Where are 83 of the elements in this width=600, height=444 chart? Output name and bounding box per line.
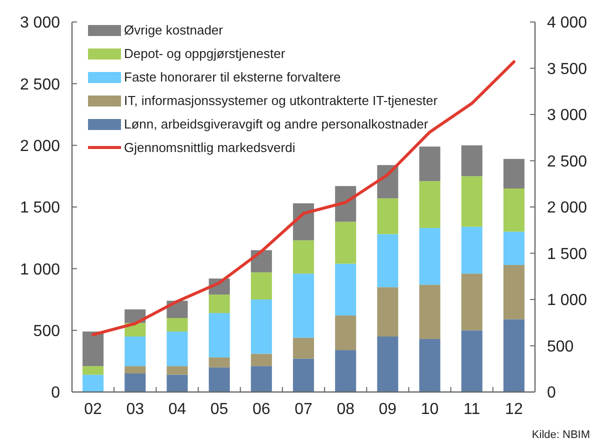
bar [82,374,104,392]
y-tick-label: 1 000 [20,261,60,278]
bar [166,318,188,332]
bar [377,287,398,336]
x-tick-label: 03 [126,401,144,418]
bar [335,350,356,392]
x-tick-label: 04 [168,401,186,418]
bar [461,274,482,330]
y2-tick-label: 3 500 [547,60,588,78]
bar [377,336,398,392]
bar [377,234,398,288]
y-tick-label: 2 000 [20,138,60,155]
bar [419,181,440,228]
bar [82,366,104,375]
bar [292,274,314,338]
bar [166,366,188,375]
bar [461,176,482,227]
bar [419,228,440,285]
bar [208,313,230,358]
x-tick-label: 10 [420,401,439,418]
x-tick-label: 12 [505,401,523,418]
bar [335,222,356,264]
bar [292,338,314,359]
y2-tick-label: 1 000 [547,292,588,310]
text: Kilde: NBIM [532,429,590,441]
legend-label: Lønn, arbeidsgiveravgift og andre personalkostnader [124,116,429,132]
y2-tick-label: 3 000 [547,107,588,124]
bar [461,330,482,392]
bar [503,264,524,320]
bar [250,354,272,366]
bar [503,158,524,188]
bar [250,300,272,354]
bar [166,374,188,392]
x-tick-label: 07 [294,401,312,418]
bar [124,374,146,392]
legend-label: Faste honorarer til eksterne forvaltere [124,70,341,85]
y-tick-label: 3 000 [20,14,60,32]
bar [419,284,440,339]
y-tick-label: 1 500 [20,200,60,217]
y2-tick-label: 1 500 [547,246,588,263]
x-tick-label: 05 [210,401,228,418]
bar [335,186,356,222]
y2-tick-label: 4 000 [547,14,588,32]
bar [419,146,440,182]
bar [503,319,524,392]
bar [250,272,272,300]
bar [503,188,524,232]
bar [461,226,482,274]
bar [82,332,104,366]
x-tick-label: 11 [464,401,480,418]
bar [250,250,272,272]
bar [377,198,398,234]
y2-tick-label: 500 [547,338,574,356]
bar [335,316,356,350]
legend-label: Depot- og oppgjørstjenester [124,46,286,62]
bar [503,232,524,265]
x-tick-label: 09 [378,401,397,418]
x-tick-label: 06 [252,401,270,418]
bar [124,366,146,374]
y-tick-label: 2 500 [20,76,60,94]
bar [208,357,230,368]
x-tick-label: 08 [336,401,355,418]
y-tick-label: 500 [33,322,60,340]
bar [292,203,314,240]
bar [208,367,230,392]
bar [292,358,314,392]
y2-tick-label: 2 500 [547,153,588,170]
bar [250,366,272,392]
legend-label: Øvrige kostnader [124,22,224,38]
y-tick-label: 0 [51,384,60,402]
bar [335,264,356,316]
bar [124,336,146,366]
x-tick-label: 02 [84,401,102,418]
legend-label: Gjennomsnittlig markedsverdi [124,140,296,156]
y2-tick-label: 2 000 [547,200,588,217]
line-series [92,60,516,336]
y2-tick-label: 0 [547,384,556,402]
bar [292,240,314,274]
bar [166,332,188,366]
bar [461,145,482,176]
bar [419,338,440,392]
bar [208,294,230,314]
legend-label: IT, informasjonssystemer og utkontrakterte IT-tjenester [124,93,438,108]
